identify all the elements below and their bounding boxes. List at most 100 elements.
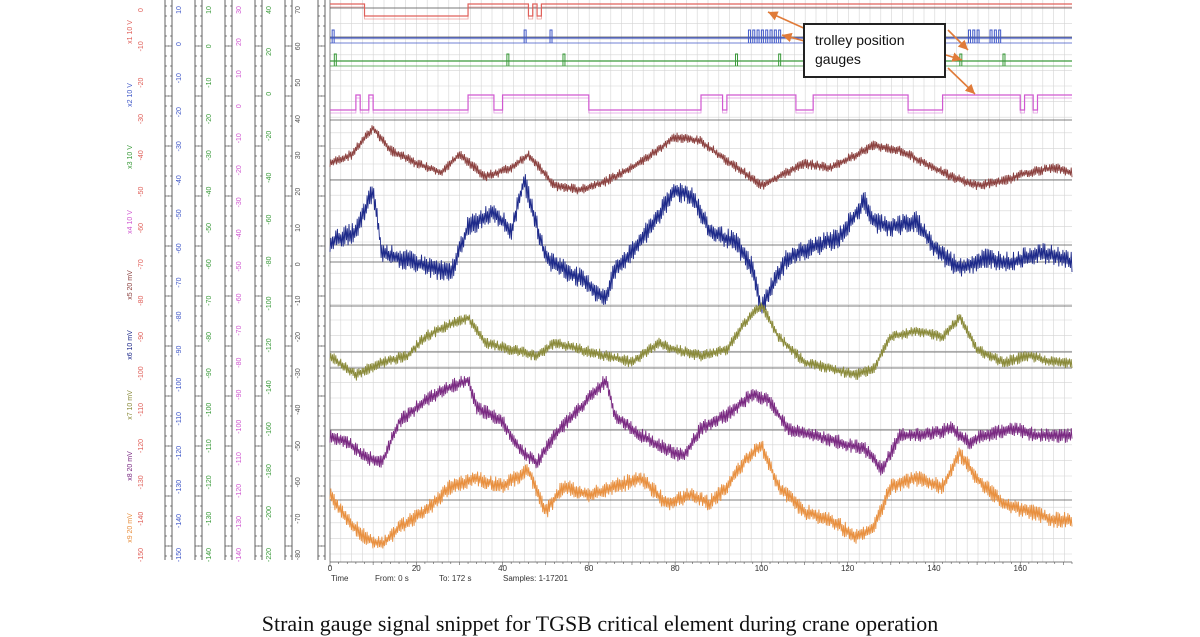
scale-tick-label: -20 [176, 107, 183, 117]
step-trace-shadow [330, 97, 1072, 114]
channel-label: x8 20 mV [127, 451, 134, 481]
scale-tick-label: -70 [176, 277, 183, 287]
scale-tick-label: -50 [236, 261, 243, 271]
scale-tick-label: 20 [266, 48, 273, 56]
series-x7 [329, 302, 1073, 381]
scale-tick-label: -120 [176, 446, 183, 460]
scale-tick-label: 0 [266, 92, 273, 96]
scale-tick-label: 0 [138, 8, 145, 12]
series-x4 [330, 94, 1072, 114]
pulse-mark [1002, 53, 1006, 66]
scale-tick-label: -120 [266, 338, 273, 352]
scale-tick-label: -120 [138, 439, 145, 453]
scale-tick-label: -120 [236, 484, 243, 498]
scale-tick-label: -60 [236, 293, 243, 303]
scale-tick-label: 30 [295, 151, 302, 159]
pulse-mark [989, 29, 993, 43]
plot-grid [329, 0, 1072, 562]
scale-tick-label: -50 [138, 187, 145, 197]
signal-trace [329, 375, 1073, 476]
scale-tick-label: -90 [206, 368, 213, 378]
signal-trace [329, 302, 1073, 381]
scale-tick-label: -40 [266, 173, 273, 183]
channel-label: x9 20 mV [127, 513, 134, 543]
scale-tick-label: -200 [266, 506, 273, 520]
scale-tick-label: -70 [138, 259, 145, 269]
signal-trace [329, 125, 1073, 195]
scale-tick-label: -140 [236, 548, 243, 562]
time-tick-label: 80 [671, 564, 680, 573]
scale-tick-label: -20 [236, 165, 243, 175]
scale-tick-label: 70 [295, 6, 302, 14]
scale-tick-label: -50 [176, 209, 183, 219]
scale-tick-label: -10 [206, 78, 213, 88]
scale-tick-label: 0 [206, 44, 213, 48]
scale-tick-label: -100 [266, 296, 273, 310]
scale-tick-label: -80 [236, 357, 243, 367]
pulse-mark [756, 29, 760, 43]
callout-arrow [947, 29, 969, 51]
pulse-mark [760, 29, 764, 43]
scale-tick-label: -180 [266, 464, 273, 478]
scale-tick-label: -130 [206, 512, 213, 526]
pulse-mark [967, 29, 971, 43]
scale-tick-label: -70 [295, 514, 302, 524]
pulse-mark [765, 29, 769, 43]
series-x6 [329, 174, 1073, 314]
pulse-mark [752, 29, 756, 43]
scale-tick-label: -60 [206, 259, 213, 269]
channel-label: x3 10 V [127, 145, 134, 169]
scale-tick-label: -90 [176, 345, 183, 355]
channel-label: x2 10 V [127, 83, 134, 107]
scale-tick-label: -130 [176, 480, 183, 494]
scale-tick-label: -140 [206, 548, 213, 562]
scale-tick-label: -30 [176, 141, 183, 151]
scale-tick-label: -110 [176, 412, 183, 426]
scale-tick-label: 50 [295, 79, 302, 87]
pulse-mark [506, 53, 510, 66]
scale-tick-label: -120 [206, 475, 213, 489]
scale-tick-label: -40 [295, 405, 302, 415]
callout-arrow [947, 67, 976, 95]
scale-tick-label: 10 [176, 6, 183, 14]
series-x1 [330, 3, 1072, 20]
pulse-mark [773, 29, 777, 43]
pulse-mark [562, 53, 566, 66]
scale-tick-label: -50 [295, 441, 302, 451]
scale-tick-label: 20 [236, 38, 243, 46]
scale-tick-label: -140 [138, 512, 145, 526]
scale-tick-label: -140 [266, 380, 273, 394]
scale-tick-label: -130 [236, 516, 243, 530]
scale-tick-label: 10 [206, 6, 213, 14]
time-tick-label: 140 [927, 564, 941, 573]
scale-tick-label: -110 [138, 403, 145, 417]
time-axis: 0 20 40 60 80 100 120 140 160 [328, 561, 1073, 573]
pulse-mark [523, 29, 527, 43]
scale-tick-label: -80 [138, 296, 145, 306]
time-tick-label: 20 [412, 564, 421, 573]
scale-tick-label: -80 [266, 256, 273, 266]
scale-tick-label: -40 [236, 229, 243, 239]
pulse-mark [333, 53, 337, 66]
scale-tick-label: 60 [295, 42, 302, 50]
series-x2 [330, 29, 1072, 44]
scale-tick-label: -40 [138, 150, 145, 160]
scale-tick-label: -20 [266, 131, 273, 141]
footer-to-label: To: 172 s [439, 574, 472, 583]
scale-tick-label: -60 [138, 223, 145, 233]
pulse-mark [778, 29, 782, 43]
scale-tick-label: -80 [295, 550, 302, 560]
axis-scales: 0 -10 -20 -30 -40 -50 -60 -70 -80 -90 -100 -110 -120… [127, 0, 326, 562]
scale-tick-label: -110 [236, 452, 243, 466]
footer-from-label: From: 0 s [375, 574, 409, 583]
channel-label: x4 10 V [127, 210, 134, 234]
scale-tick-label: -60 [266, 214, 273, 224]
time-tick-label: 120 [841, 564, 855, 573]
pulse-mark [998, 29, 1002, 43]
channel-label: x1 10 V [127, 20, 134, 44]
step-trace [330, 3, 1072, 17]
scale-tick-label: -130 [138, 475, 145, 489]
time-tick-label: 100 [755, 564, 769, 573]
series-x9 [329, 440, 1073, 549]
